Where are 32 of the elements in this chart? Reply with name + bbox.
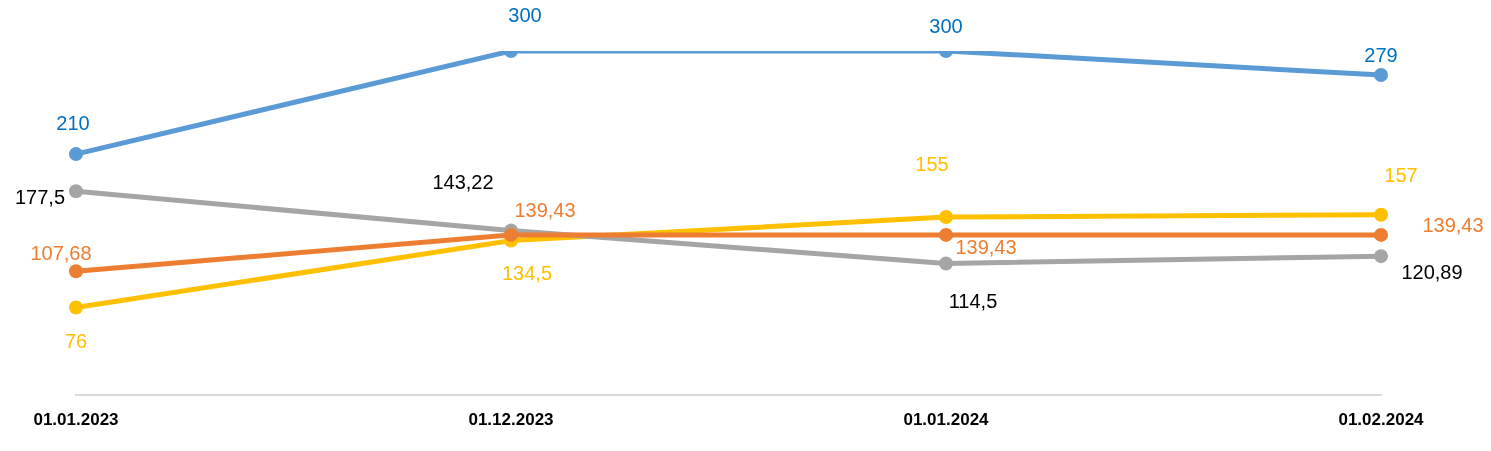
data-label: 139,43 [514,199,576,222]
point [69,184,83,199]
data-label: 300 [508,3,542,26]
point [1374,68,1388,83]
x-tick-label: 01.02.2024 [1338,410,1425,430]
point [939,256,953,271]
data-label: 157 [1384,164,1418,187]
data-label: 134,5 [501,262,553,285]
data-label: 143,22 [432,171,494,194]
point [1374,249,1388,264]
data-label: 210 [56,111,90,134]
point [69,264,83,279]
x-tick-label: 01.01.2023 [33,410,119,430]
point [939,210,953,225]
x-tick-label: 01.12.2023 [468,410,554,430]
point [69,300,83,315]
data-label: 120,89 [1401,260,1463,283]
data-label: 177,5 [14,185,66,208]
data-label: 76 [64,330,88,353]
point [69,147,83,162]
data-label: 279 [1364,43,1398,66]
point [504,227,518,242]
data-label: 114,5 [948,289,998,312]
point [1374,227,1388,242]
data-label: 155 [915,152,949,175]
data-label: 107,68 [30,241,92,264]
data-label: 139,43 [955,236,1017,259]
data-label: 139,43 [1422,214,1484,237]
x-tick-label: 01.01.2024 [903,410,990,430]
point [939,227,953,242]
point [1374,207,1388,222]
data-label: 300 [929,14,963,37]
